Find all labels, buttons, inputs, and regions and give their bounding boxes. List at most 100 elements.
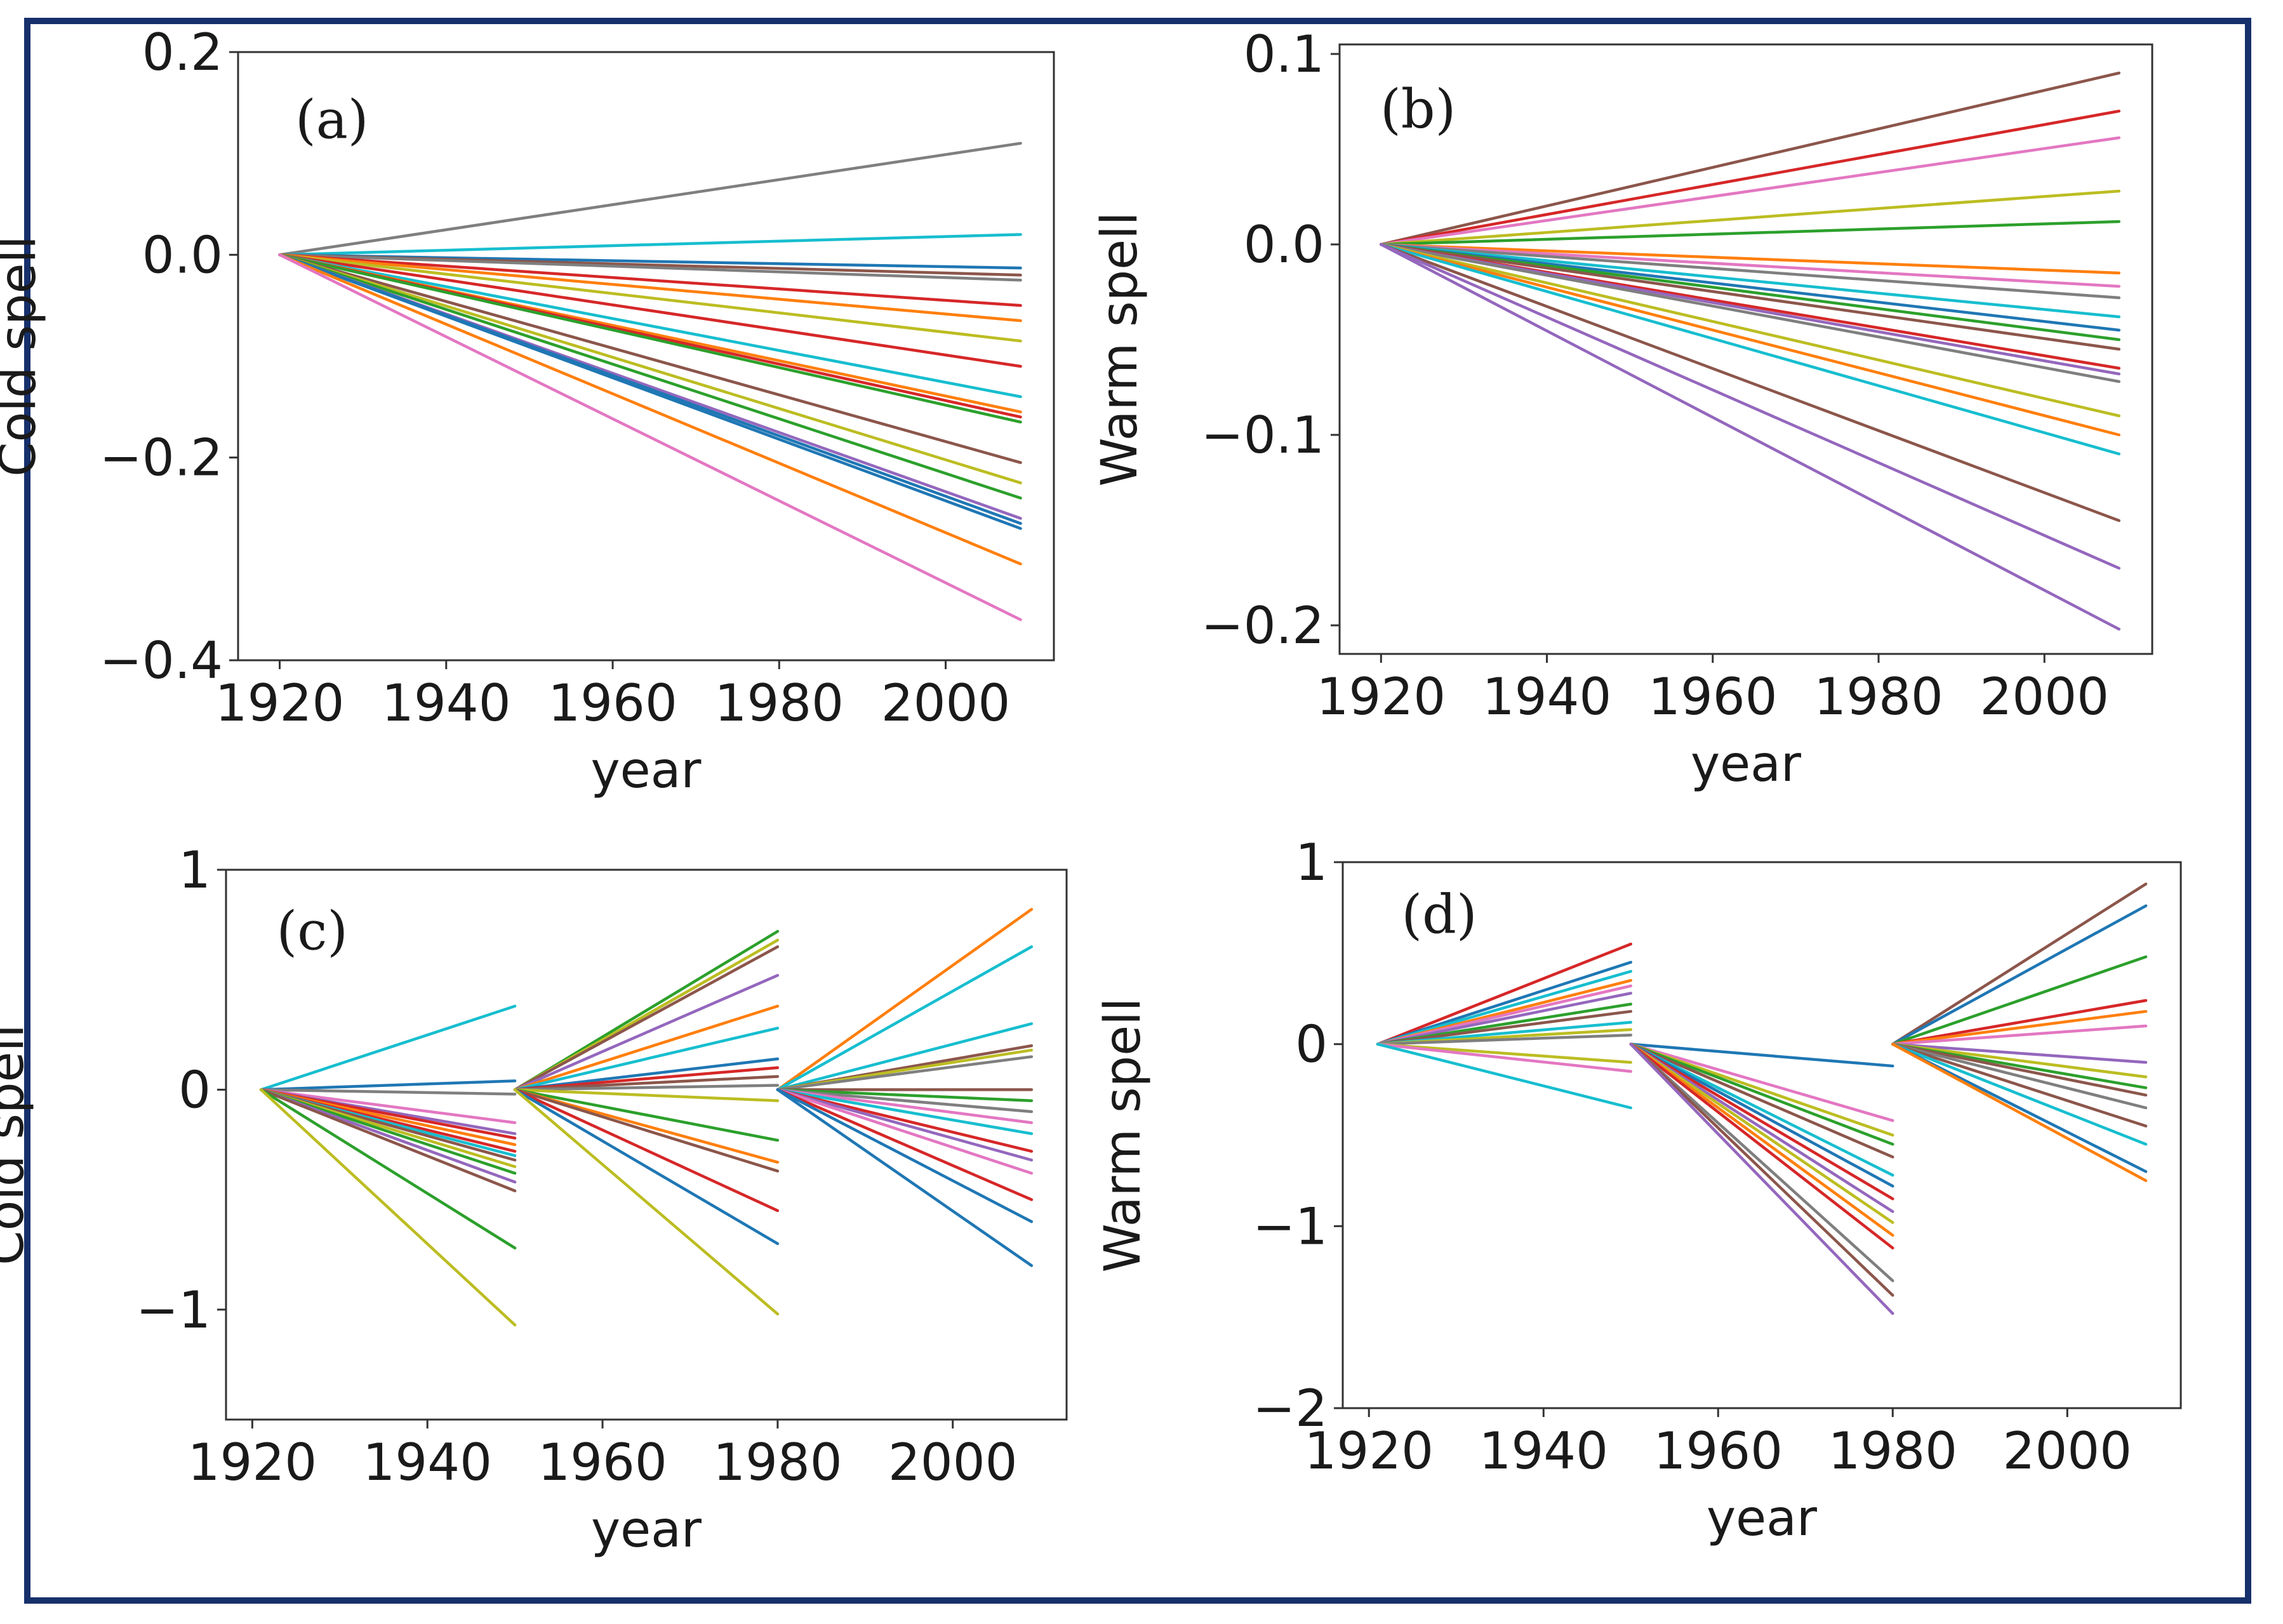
series-line-b-0-16 [1380,243,2121,437]
series-line-c-1-8 [513,1075,780,1091]
series-line-d-1-1 [1629,1042,1894,1122]
y-tick-label-a: −0.2 [100,429,223,488]
series-line-d-1-14 [1629,1042,1894,1315]
series-line-c-0-13 [259,1088,517,1192]
series-line-c-1-4 [513,1004,780,1091]
panel-letter-d: (d) [1401,884,1477,946]
y-axis-label-a: Cold spell [0,236,47,477]
series-line-d-2-10 [1891,1042,2148,1110]
x-tick-label-c: 1920 [188,1433,317,1492]
series-line-d-0-12 [1376,1042,1632,1073]
panel-letter-c: (c) [276,900,348,962]
series-line-b-0-7 [1380,243,2121,300]
series-line-c-1-13 [513,1088,780,1173]
series-line-c-2-5 [776,1055,1034,1091]
x-tick-label-d: 1960 [1653,1421,1783,1481]
series-line-d-1-5 [1629,1042,1894,1177]
series-line-c-0-1 [259,1079,517,1091]
series-line-c-1-16 [513,1088,780,1315]
series-line-b-0-1 [1380,109,2121,246]
series-line-a-0-6 [278,253,1022,323]
series-line-c-1-15 [513,1088,780,1246]
series-line-c-0-2 [259,1088,517,1096]
y-tick-label-c: 1 [178,841,211,900]
series-line-b-0-3 [1380,189,2121,246]
series-line-c-2-10 [776,1088,1034,1135]
series-line-d-0-0 [1376,942,1632,1046]
series-line-c-2-9 [776,1088,1034,1124]
x-tick-label-c: 2000 [888,1433,1018,1492]
x-axis-label-a: year [590,742,702,799]
chart-a-svg: 1920 1940 1960 1980 2000 −0.4 −0.2 0.0 0.2 year Co… [0,23,1055,799]
x-tick-label-a: 1960 [548,674,677,733]
series-line-d-2-2 [1891,955,2148,1046]
x-axis-label-d: year [1707,1490,1818,1547]
panel-a: 1920 1940 1960 1980 2000 −0.4 −0.2 0.0 0.2 year Co… [0,23,2245,1597]
series-line-d-2-11 [1891,1042,2148,1128]
series-line-d-1-10 [1629,1042,1894,1237]
series-line-b-0-4 [1380,220,2121,246]
panel-b: 1920 1940 1960 1980 2000 −0.2 −0.1 0.0 0.1 year Wa… [30,24,2245,1597]
y-tick-label-b: −0.1 [1201,406,1324,465]
x-tick-label-d: 1920 [1304,1421,1434,1481]
series-line-b-0-15 [1380,243,2121,418]
y-tick-label-a: −0.4 [100,631,223,690]
y-axis-label-c: Cold spell [0,1024,35,1265]
series-line-c-2-16 [776,1088,1034,1267]
series-line-d-1-0 [1629,1042,1894,1068]
y-tick-label-d: 1 [1295,833,1328,892]
series-line-d-2-12 [1891,1042,2148,1146]
x-tick-label-a: 1940 [382,674,511,733]
series-line-a-0-12 [278,253,1022,424]
series-line-b-0-18 [1380,243,2121,522]
x-tick-label-c: 1940 [363,1433,492,1492]
series-line-d-2-7 [1891,1042,2148,1079]
y-tick-label-b: 0.0 [1244,215,1324,274]
x-tick-label-b: 1980 [1814,667,1943,726]
series-line-b-0-8 [1380,243,2121,319]
series-line-c-2-13 [776,1088,1034,1175]
y-tick-label-a: 0.0 [142,225,223,284]
series-line-a-0-0 [278,142,1022,256]
series-line-d-2-1 [1891,904,2148,1046]
series-line-b-0-6 [1380,243,2121,288]
series-line-a-0-14 [278,253,1022,484]
x-tick-label-a: 1980 [714,674,844,733]
y-tick-label-d: 0 [1295,1015,1328,1074]
series-line-c-2-1 [776,945,1034,1091]
series-line-b-0-19 [1380,243,2121,570]
series-line-d-2-14 [1891,1042,2148,1182]
y-tick-label-d: −1 [1253,1197,1328,1256]
series-line-d-0-13 [1376,1042,1632,1110]
x-tick-label-b: 1960 [1648,667,1778,726]
plot-area-c [225,869,1068,1421]
series-line-d-0-11 [1376,1042,1632,1064]
series-line-d-1-4 [1629,1042,1894,1159]
series-line-c-2-14 [776,1088,1034,1201]
panel-letter-a: (a) [295,88,369,150]
series-line-b-0-14 [1380,243,2121,383]
series-line-b-0-10 [1380,243,2121,342]
series-line-b-0-5 [1380,243,2121,275]
series-line-d-0-1 [1376,961,1632,1046]
series-line-d-0-10 [1376,1034,1632,1046]
y-tick-label-b: −0.2 [1201,596,1324,655]
series-line-a-0-5 [278,253,1022,307]
x-axis-label-c: year [591,1501,702,1559]
x-tick-label-b: 2000 [1980,667,2109,726]
series-line-a-0-18 [278,253,1022,530]
series-line-d-1-12 [1629,1042,1894,1282]
series-line-a-0-19 [278,253,1022,566]
series-line-c-1-9 [513,1084,780,1091]
series-line-c-0-3 [259,1088,517,1124]
x-tick-label-c: 1960 [538,1433,667,1492]
series-line-d-1-7 [1629,1042,1894,1201]
series-line-a-0-13 [278,253,1022,464]
series-line-c-1-14 [513,1088,780,1213]
x-tick-label-d: 1940 [1479,1421,1608,1481]
series-line-d-1-11 [1629,1042,1894,1249]
series-line-c-1-3 [513,974,780,1091]
x-tick-label-a: 2000 [881,674,1011,733]
panel-letter-b: (b) [1380,78,1456,140]
series-line-c-0-15 [259,1088,517,1327]
